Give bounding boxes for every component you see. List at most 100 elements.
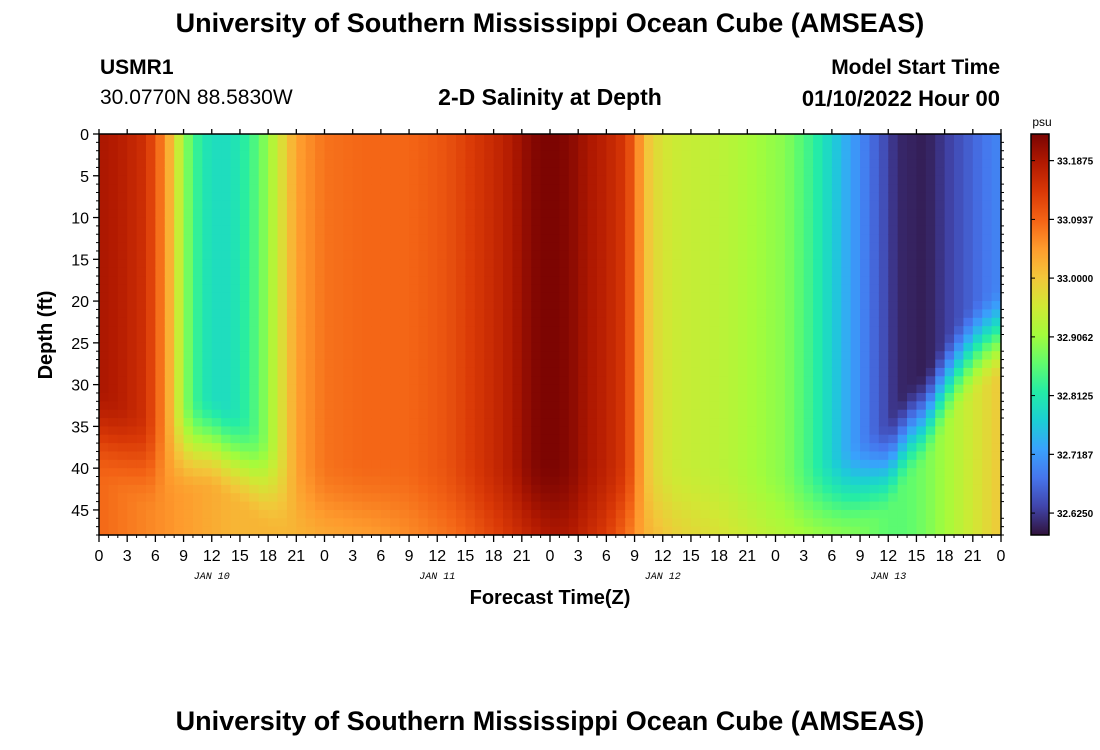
heat-cell: [277, 409, 288, 419]
heat-cell: [690, 259, 701, 269]
heat-cell: [587, 476, 598, 486]
heat-cell: [756, 443, 767, 453]
heat-cell: [925, 267, 936, 277]
heat-cell: [493, 501, 504, 511]
heat-cell: [897, 518, 908, 528]
heat-cell: [822, 159, 833, 169]
heat-cell: [437, 443, 448, 453]
heat-cell: [831, 359, 842, 369]
heat-cell: [850, 493, 861, 503]
heat-cell: [625, 292, 636, 302]
heat-cell: [239, 484, 250, 494]
heat-cell: [174, 451, 185, 461]
heat-cell: [531, 250, 542, 260]
heat-cell: [559, 384, 570, 394]
heat-cell: [643, 292, 654, 302]
heat-cell: [503, 484, 514, 494]
heat-cell: [258, 301, 269, 311]
heat-cell: [784, 376, 795, 386]
heat-cell: [531, 526, 542, 536]
heat-cell: [474, 342, 485, 352]
heat-cell: [719, 276, 730, 285]
heat-cell: [925, 242, 936, 252]
heat-cell: [831, 217, 842, 227]
heat-cell: [286, 426, 297, 436]
heat-cell: [784, 342, 795, 352]
heat-cell: [380, 367, 391, 377]
heat-cell: [221, 326, 232, 336]
heat-cell: [333, 526, 344, 536]
y-tick-label: 20: [71, 294, 89, 311]
heat-cell: [418, 200, 429, 210]
heat-cell: [813, 309, 824, 319]
heat-cell: [719, 376, 730, 386]
heat-cell: [963, 225, 974, 235]
x-tick-label: 0: [320, 548, 329, 565]
heat-cell: [972, 518, 983, 528]
heat-cell: [512, 234, 523, 244]
heat-cell: [117, 301, 128, 311]
heat-cell: [503, 518, 514, 528]
heat-cell: [653, 526, 664, 536]
heat-cell: [174, 142, 185, 152]
heat-cell: [775, 192, 786, 202]
heat-cell: [315, 426, 326, 436]
heat-cell: [559, 459, 570, 469]
heat-cell: [784, 384, 795, 394]
heat-cell: [540, 451, 551, 461]
heat-cell: [230, 150, 241, 160]
heat-cell: [211, 225, 222, 235]
heat-cell: [615, 242, 626, 252]
heat-cell: [371, 217, 382, 227]
heat-cell: [756, 501, 767, 511]
heat-cell: [221, 250, 232, 260]
heat-cell: [690, 367, 701, 377]
heat-cell: [784, 334, 795, 344]
heat-cell: [277, 142, 288, 152]
heat-cell: [145, 367, 156, 377]
heat-cell: [822, 250, 833, 260]
heat-cell: [550, 200, 560, 210]
heat-cell: [982, 301, 993, 311]
heat-cell: [888, 409, 899, 419]
heat-cell: [878, 493, 889, 503]
heat-cell: [456, 175, 467, 185]
heat-cell: [625, 150, 636, 160]
heat-cell: [756, 284, 767, 294]
heat-cell: [709, 192, 720, 202]
heat-cell: [550, 476, 560, 486]
heat-cell: [728, 267, 739, 277]
heat-cell: [277, 351, 288, 361]
heat-cell: [249, 184, 260, 194]
heat-cell: [681, 451, 692, 461]
heat-cell: [258, 250, 269, 260]
heat-cell: [643, 225, 654, 235]
heat-cell: [615, 292, 626, 302]
heat-cell: [700, 309, 711, 319]
heat-cell: [155, 409, 166, 419]
heat-cell: [587, 184, 598, 194]
heat-cell: [352, 309, 363, 319]
heat-cell: [399, 184, 410, 194]
heat-cell: [559, 200, 570, 210]
heat-cell: [305, 259, 316, 269]
heat-cell: [775, 250, 786, 260]
heat-cell: [315, 526, 326, 536]
heat-cell: [578, 276, 589, 285]
heat-cell: [690, 175, 701, 185]
heat-cell: [333, 501, 344, 511]
heat-cell: [343, 426, 354, 436]
heat-cell: [540, 234, 551, 244]
heat-cell: [324, 142, 335, 152]
heat-cell: [653, 301, 664, 311]
heat-cell: [578, 326, 589, 336]
heat-cell: [230, 434, 241, 444]
heat-cell: [662, 317, 673, 327]
heat-cell: [606, 150, 617, 160]
heat-cell: [568, 409, 579, 419]
heat-cell: [681, 234, 692, 244]
heat-cell: [418, 509, 429, 519]
heat-cell: [672, 359, 683, 369]
heat-cell: [239, 418, 250, 427]
heat-cell: [108, 192, 119, 202]
